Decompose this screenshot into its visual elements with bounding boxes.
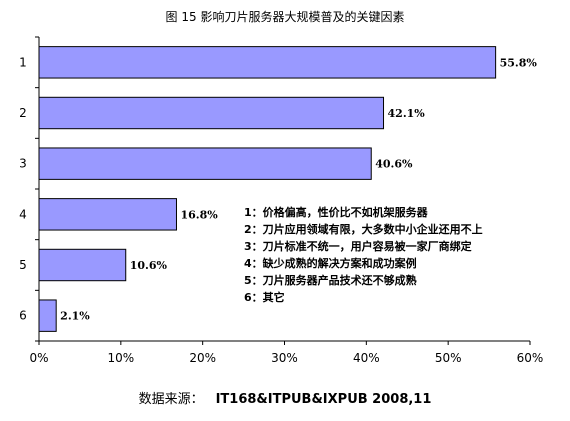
legend: 1：价格偏高，性价比不如机架服务器 2：刀片应用领域有限，大多数中小企业还用不上… [244, 204, 483, 306]
data-source: 数据来源： IT168&ITPUB&IXPUB 2008,11 [0, 388, 570, 407]
bar [38, 147, 372, 180]
x-tick-label: 60% [517, 351, 544, 365]
category-label: 5 [19, 258, 27, 272]
x-tick-label: 30% [271, 351, 298, 365]
value-label: 40.6% [375, 158, 413, 171]
category-label: 2 [19, 106, 27, 120]
legend-item-1: 1：价格偏高，性价比不如机架服务器 [244, 206, 428, 219]
bar [38, 96, 385, 130]
source-label: 数据来源： [138, 392, 204, 407]
legend-item-6: 6：其它 [244, 291, 285, 304]
x-tick-label: 50% [435, 351, 462, 365]
chart-title: 图 15 影响刀片服务器大规模普及的关键因素 [165, 10, 405, 24]
bar [38, 46, 497, 79]
value-label: 10.6% [130, 259, 168, 272]
legend-item-4: 4：缺少成熟的解决方案和成功案例 [244, 257, 417, 270]
legend-item-5: 5：刀片服务器产品技术还不够成熟 [244, 274, 417, 287]
category-label: 1 [19, 55, 27, 69]
bar [38, 299, 57, 332]
value-label: 16.8% [180, 208, 218, 221]
x-tick-label: 10% [107, 351, 134, 365]
source-value: IT168&ITPUB&IXPUB 2008,11 [215, 392, 432, 407]
category-label: 6 [19, 309, 27, 323]
legend-item-2: 2：刀片应用领域有限，大多数中小企业还用不上 [244, 223, 483, 236]
x-tick-label: 40% [353, 351, 380, 365]
value-label: 55.8% [500, 56, 538, 69]
value-label: 42.1% [388, 107, 426, 120]
bar [38, 198, 177, 231]
x-tick-label: 20% [189, 351, 216, 365]
value-label: 2.1% [60, 310, 90, 323]
category-label: 3 [19, 157, 27, 171]
bar [38, 248, 127, 282]
category-label: 4 [19, 207, 27, 221]
x-tick-label: 0% [29, 351, 48, 365]
legend-item-3: 3：刀片标准不统一，用户容易被一家厂商绑定 [244, 240, 472, 253]
